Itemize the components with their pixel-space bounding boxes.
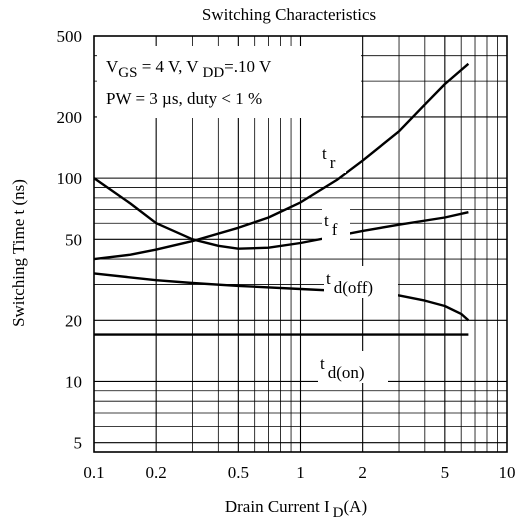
x-axis-label: Drain Current I D(A) — [225, 497, 367, 521]
vgs-value: = 4 V, V — [137, 57, 202, 76]
y-tick-label: 20 — [65, 311, 82, 330]
x-tick-label: 0.5 — [228, 463, 249, 482]
series-label-backing — [320, 141, 346, 173]
tick-label-layer: 0.1 0.2 0.5 1 2 5 10 5 10 20 50 100 200 500 — [57, 27, 516, 482]
x-axis-label-unit: (A) — [344, 497, 368, 516]
vdd-value: =.10 V — [224, 57, 272, 76]
series-line-t-f — [93, 177, 469, 250]
vgs-symbol: V — [106, 57, 119, 76]
y-axis-label: Switching Time t (ns) — [9, 179, 28, 327]
conditions-box — [97, 46, 361, 118]
y-tick-label: 10 — [65, 372, 82, 391]
x-axis-label-main: Drain Current I — [225, 497, 330, 516]
vgs-subscript: GS — [118, 65, 137, 81]
y-tick-label: 200 — [57, 108, 83, 127]
vdd-subscript: DD — [203, 65, 225, 81]
y-tick-label: 50 — [65, 230, 82, 249]
series-label-backing — [324, 266, 398, 298]
x-axis-label-sub: D — [333, 505, 344, 521]
x-tick-label: 2 — [358, 463, 367, 482]
series-line-t-d-off — [93, 272, 470, 322]
y-tick-label: 100 — [57, 169, 83, 188]
x-tick-label: 10 — [499, 463, 516, 482]
series-label-backing — [318, 351, 388, 383]
series-label-t-d-off: t d(off) — [326, 269, 373, 297]
series-label-backing — [322, 208, 350, 240]
plot-frame — [93, 35, 508, 453]
x-tick-label: 0.1 — [83, 463, 104, 482]
series-label-t-d-on: t d(on) — [320, 354, 365, 382]
conditions-line-2: PW = 3 µs, duty < 1 % — [106, 89, 262, 108]
x-tick-label: 1 — [296, 463, 305, 482]
series-line-t-r — [93, 62, 470, 261]
x-tick-label: 5 — [441, 463, 450, 482]
series-label-layer: t r t f t d(off) t d(on) — [318, 141, 398, 383]
x-tick-label: 0.2 — [146, 463, 167, 482]
chart-title: Switching Characteristics — [202, 5, 376, 24]
conditions-line-1: VGS = 4 V, V DD=.10 V — [106, 57, 272, 81]
y-tick-label: 5 — [74, 434, 83, 453]
y-tick-label: 500 — [57, 27, 83, 46]
